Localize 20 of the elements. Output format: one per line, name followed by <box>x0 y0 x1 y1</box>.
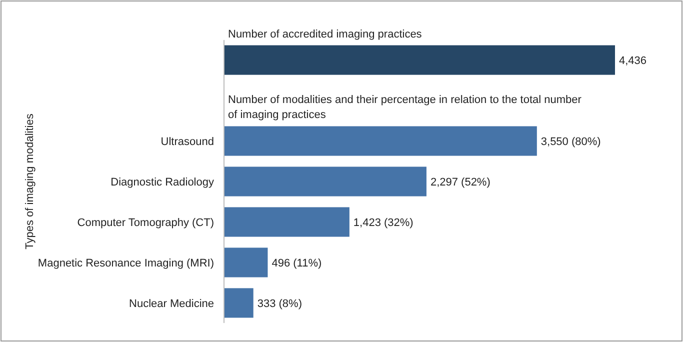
data-label: 2,297 (52%) <box>430 176 490 188</box>
bar <box>224 45 615 75</box>
y-tick-label: Computer Tomography (CT) <box>77 216 214 229</box>
bar <box>224 207 350 237</box>
data-label: 333 (8%) <box>257 298 302 310</box>
annotation: Number of modalities and their percentage in relation to the total number of imaging practices <box>228 94 582 122</box>
data-label: 1,423 (32%) <box>353 216 414 229</box>
y-tick-label: Ultrasound <box>160 136 214 148</box>
y-tick-label: Nuclear Medicine <box>129 298 214 310</box>
bar <box>224 126 537 156</box>
bar <box>224 248 268 278</box>
data-label: 496 (11%) <box>272 257 322 270</box>
data-label: 3,550 (80%) <box>540 136 601 148</box>
y-axis-title: Types of imaging modalities <box>24 113 36 250</box>
bar <box>224 166 426 196</box>
data-label: 4,436 <box>619 54 647 67</box>
bar <box>224 288 254 318</box>
y-tick-label: Diagnostic Radiology <box>110 176 214 188</box>
y-tick-label: Magnetic Resonance Imaging (MRI) <box>38 257 214 270</box>
annotation: Number of accredited imaging practices <box>228 28 422 40</box>
